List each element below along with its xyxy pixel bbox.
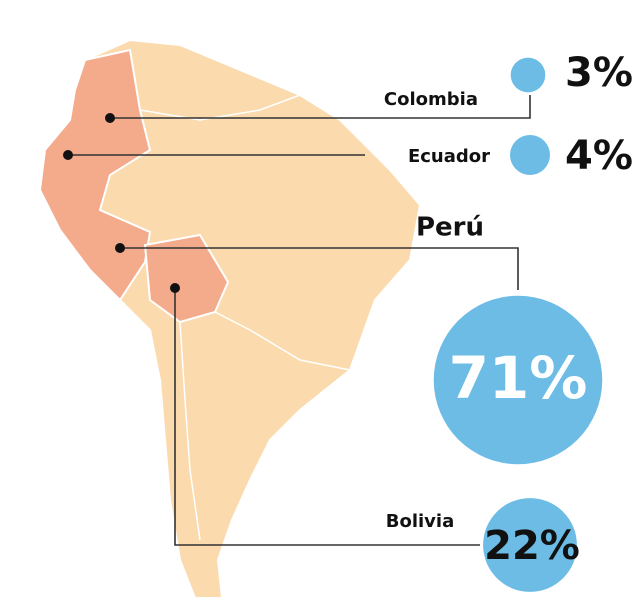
map [38,38,422,599]
region-dot [63,150,73,160]
value-label: 4% [565,133,633,179]
region-label: Perú [416,213,484,243]
value-bubble [483,498,577,592]
border [214,311,351,371]
region-dot [105,113,115,123]
border [179,321,201,541]
highlight-colombia-ecuador-peru [38,48,152,302]
leader-line [110,95,531,119]
leader-line [174,288,480,546]
value-bubble [510,135,550,175]
value-label: 3% [565,50,633,96]
value-label: 71% [449,344,588,412]
region-dot [170,283,180,293]
value-label: 22% [484,523,580,569]
region-label: Colombia [384,89,478,110]
region-label: Bolivia [386,511,454,532]
value-bubble [433,295,603,465]
border [139,94,301,121]
region-label: Ecuador [408,146,490,167]
leader-line [120,247,519,290]
region-dot [115,243,125,253]
value-bubble [510,57,546,93]
